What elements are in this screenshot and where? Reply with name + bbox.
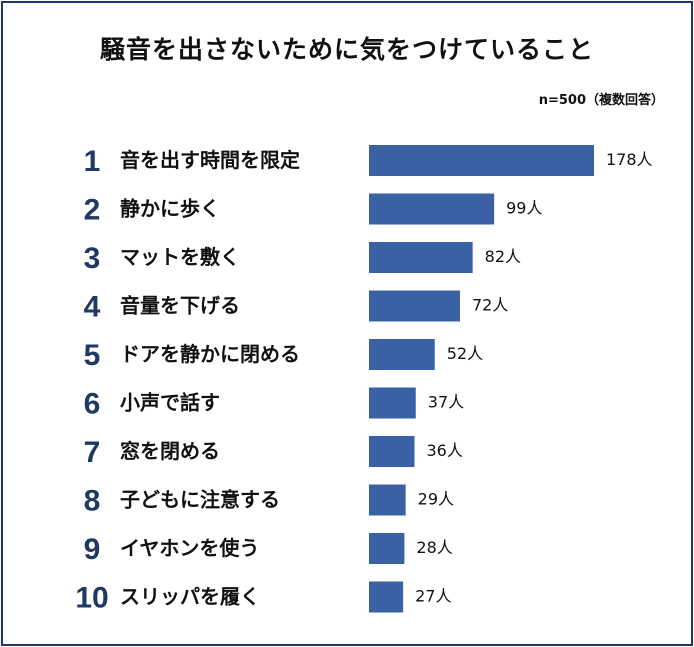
rank-label: 1 (84, 145, 101, 178)
value-label: 28人 (416, 538, 452, 557)
value-label: 29人 (418, 490, 454, 509)
category-label: 音量を下げる (120, 294, 240, 318)
value-label: 99人 (506, 199, 542, 218)
category-label: ドアを静かに閉める (120, 342, 300, 366)
category-label: スリッパを履く (120, 585, 260, 609)
value-label: 36人 (427, 441, 463, 460)
value-label: 178人 (606, 150, 653, 169)
rank-label: 8 (84, 485, 101, 518)
bar (369, 484, 406, 516)
value-label: 52人 (447, 344, 483, 363)
rank-label: 9 (84, 533, 101, 566)
bar (369, 387, 416, 419)
category-label: 静かに歩く (120, 197, 220, 221)
rank-label: 5 (84, 339, 101, 372)
rank-label: 10 (75, 582, 108, 615)
chart-title: 騒音を出さないために気をつけていること (99, 35, 594, 64)
category-label: イヤホンを使う (120, 536, 259, 560)
category-label: マットを敷く (120, 245, 240, 269)
value-label: 82人 (485, 247, 521, 266)
rank-label: 4 (84, 291, 101, 324)
rank-label: 7 (84, 436, 101, 469)
value-label: 27人 (415, 587, 451, 606)
value-label: 37人 (428, 393, 464, 412)
category-label: 小声で話す (120, 391, 220, 415)
bar (369, 193, 495, 225)
rank-label: 2 (84, 194, 101, 227)
category-label: 子どもに注意する (120, 488, 280, 512)
bar (369, 145, 594, 176)
category-label: 窓を閉める (120, 439, 220, 463)
bar (369, 290, 461, 322)
category-label: 音を出す時間を限定 (120, 148, 300, 172)
bar (369, 533, 405, 564)
bar (369, 339, 435, 370)
bar (369, 436, 415, 467)
value-label: 72人 (472, 296, 508, 315)
rank-label: 3 (84, 242, 101, 275)
rank-label: 6 (84, 388, 101, 421)
bar (369, 242, 473, 273)
sample-size-note: n=500（複数回答） (538, 93, 664, 108)
bar (369, 581, 404, 613)
